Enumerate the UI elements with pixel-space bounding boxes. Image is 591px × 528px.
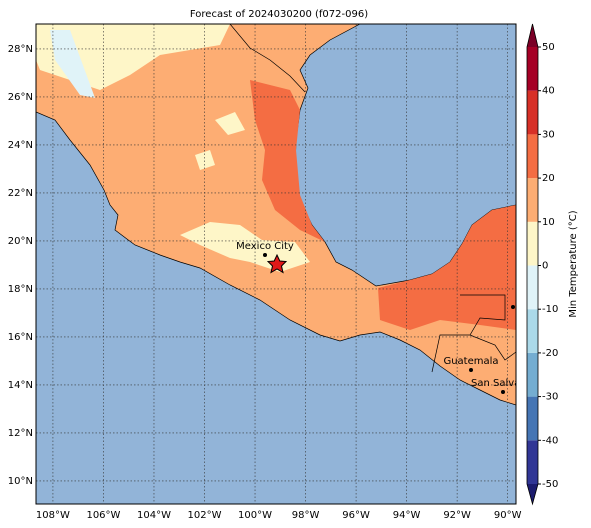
colorbar-band bbox=[527, 90, 538, 135]
city-dot bbox=[511, 305, 515, 309]
colorbar-tick-label: -20 bbox=[542, 348, 558, 359]
colorbar-band bbox=[527, 396, 538, 441]
lat-tick-label: 10°N bbox=[8, 476, 33, 487]
border bbox=[229, 24, 516, 373]
colorbar-band bbox=[527, 309, 538, 353]
lat-tick-label: 20°N bbox=[8, 236, 33, 247]
lon-tick-label: 92°W bbox=[443, 510, 471, 521]
lon-tick-label: 104°W bbox=[137, 510, 171, 521]
city-label: Guatemala bbox=[443, 356, 498, 367]
city-dot bbox=[501, 390, 505, 394]
colorbar-band bbox=[527, 440, 538, 484]
lat-tick-label: 22°N bbox=[8, 188, 33, 199]
city-dot bbox=[469, 368, 473, 372]
lat-tick-label: 12°N bbox=[8, 428, 33, 439]
lat-tick-label: 28°N bbox=[8, 44, 33, 55]
title: Forecast of 2024030200 (f072-096) bbox=[190, 9, 368, 20]
colorbar-tick-label: 30 bbox=[542, 129, 555, 140]
city-label: Mexico City bbox=[236, 241, 294, 252]
map: Mexico City Guatemala San Salvador bbox=[36, 24, 538, 504]
lat-tick-label: 26°N bbox=[8, 92, 33, 103]
colorbar-tick-label: 0 bbox=[542, 261, 548, 272]
lon-tick-label: 90°W bbox=[494, 510, 522, 521]
city-label: San Salvador bbox=[471, 378, 538, 389]
colorbar-extend bbox=[527, 484, 538, 504]
warm-region bbox=[250, 80, 325, 242]
lat-tick-label: 24°N bbox=[8, 140, 33, 151]
colorbar-tick-label: -30 bbox=[542, 392, 558, 403]
colorbar-tick-label: 10 bbox=[542, 217, 555, 228]
lat-tick-label: 14°N bbox=[8, 380, 33, 391]
colorbar-tick-label: -10 bbox=[542, 304, 558, 315]
colorbar-band bbox=[527, 352, 538, 397]
colorbar-tick-label: -40 bbox=[542, 435, 558, 446]
lon-tick-label: 108°W bbox=[36, 510, 70, 521]
colorbar-tick-label: 50 bbox=[542, 42, 555, 53]
lon-tick-label: 98°W bbox=[292, 510, 320, 521]
cool-region bbox=[50, 30, 95, 98]
colorbar-tick-label: -50 bbox=[542, 479, 558, 490]
colorbar-band bbox=[527, 265, 538, 310]
mild-region bbox=[195, 112, 245, 170]
star-marker bbox=[266, 253, 288, 274]
colorbar-band bbox=[527, 178, 538, 222]
lat-tick-label: 18°N bbox=[8, 284, 33, 295]
lon-tick-label: 106°W bbox=[86, 510, 120, 521]
lon-tick-label: 94°W bbox=[393, 510, 421, 521]
colorbar-label: Min Temperature (°C) bbox=[568, 210, 579, 317]
colorbar-band bbox=[527, 47, 538, 91]
map-frame bbox=[35, 23, 517, 505]
lon-tick-label: 96°W bbox=[342, 510, 370, 521]
lat-tick-label: 16°N bbox=[8, 332, 33, 343]
colorbar-band bbox=[527, 134, 538, 179]
lon-tick-label: 102°W bbox=[188, 510, 222, 521]
colorbar-extend bbox=[527, 24, 538, 47]
colorbar-band bbox=[527, 221, 538, 266]
city-markers bbox=[263, 253, 515, 394]
colorbar-tick-label: 40 bbox=[542, 86, 555, 97]
warm-region bbox=[378, 205, 516, 330]
city-dot bbox=[263, 253, 267, 257]
colorbar-tick-label: 20 bbox=[542, 173, 555, 184]
lon-tick-label: 100°W bbox=[238, 510, 272, 521]
